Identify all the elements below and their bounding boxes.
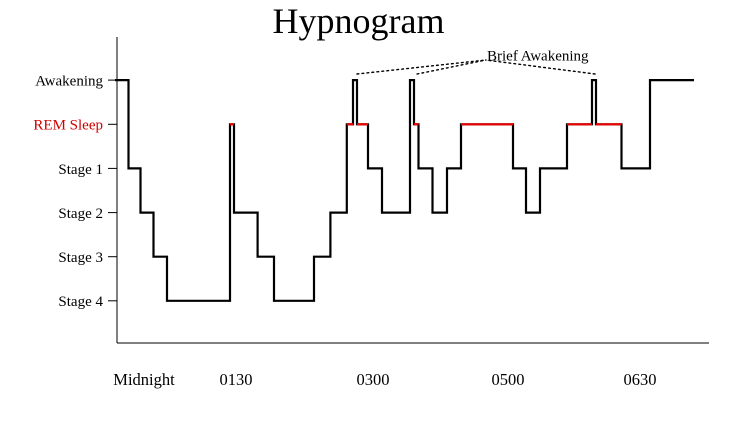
svg-text:REM Sleep: REM Sleep (33, 118, 103, 134)
svg-text:Stage 4: Stage 4 (58, 294, 103, 310)
svg-text:Stage 3: Stage 3 (58, 250, 103, 266)
svg-text:0300: 0300 (357, 370, 390, 389)
svg-text:0500: 0500 (492, 370, 525, 389)
svg-text:Midnight: Midnight (113, 370, 175, 389)
svg-text:Stage 2: Stage 2 (58, 206, 103, 222)
svg-text:Stage 1: Stage 1 (58, 162, 103, 178)
svg-text:Awakening: Awakening (35, 74, 103, 90)
svg-text:Hypnogram: Hypnogram (273, 1, 445, 41)
svg-text:0130: 0130 (220, 370, 253, 389)
svg-text:Brief Awakening: Brief Awakening (487, 49, 589, 65)
svg-text:0630: 0630 (624, 370, 657, 389)
